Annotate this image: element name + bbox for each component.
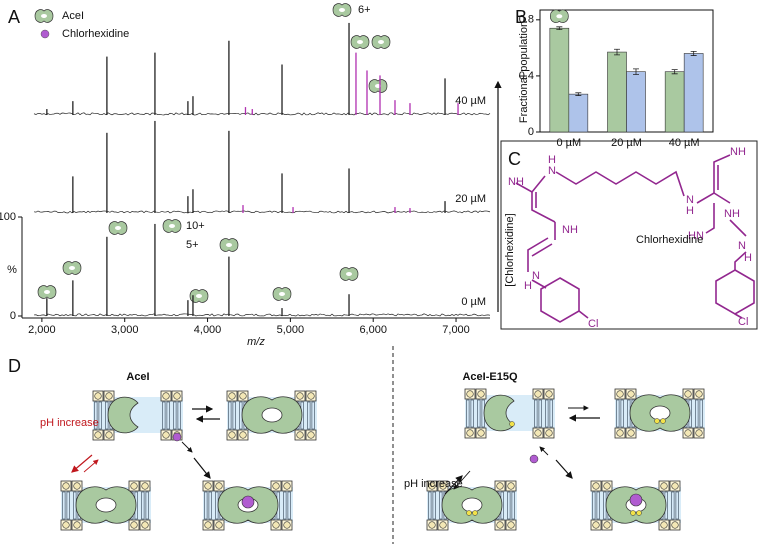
complex [465,389,555,438]
error-bar [614,48,620,56]
baseline-noise [33,313,491,317]
x-tick-label: 6,000 [359,324,387,336]
icon [108,221,128,235]
error-bar [556,26,563,31]
atom: N [686,194,694,206]
complex [203,481,293,530]
bar [568,93,589,133]
x-axis-label: m/z [247,336,265,348]
arrows [71,454,99,473]
y-tick-label: 0 [10,310,16,322]
complex [227,391,317,440]
icon [62,261,82,275]
condition-label: pH increase [404,478,463,490]
atom: N [738,240,746,252]
annotation: 6+ [358,4,371,16]
atom: N [548,165,556,177]
panel-label: C [508,149,521,169]
icon [332,3,352,17]
icon [549,9,569,24]
atom: N [532,270,540,282]
y-tick-label: 0.8 [519,14,534,26]
icon [339,267,359,281]
icon [219,238,239,252]
annotation: 5+ [186,239,199,251]
y-axis-label: % [7,264,17,276]
diagram-title: AceI [126,371,149,383]
legend-label: AceI [62,10,84,22]
molecule-name: Chlorhexidine [636,234,703,246]
error-bar [575,92,582,96]
icon [368,79,388,93]
x-tick-label: 20 µM [611,137,642,149]
x-tick-label: 2,000 [28,324,56,336]
error-bar [671,69,678,75]
ligand [529,454,539,464]
x-tick-label: 3,000 [111,324,139,336]
panel-frame [500,140,758,330]
error-bar [690,50,697,56]
icon [162,219,182,233]
atom: Cl [588,318,598,330]
bar [549,27,570,133]
atom: H [686,205,694,217]
complex [615,389,705,438]
y-axis-label: Fractional population [518,21,530,123]
panel-label: B [515,7,527,27]
atom: NH [562,224,578,236]
x-tick-label: 0 µM [556,137,581,149]
x-tick-label: 7,000 [442,324,470,336]
trace-label: 40 µM [455,95,486,107]
legend-icon [34,9,54,23]
baseline-noise [33,210,491,214]
bar [664,71,685,133]
y-tick-label: 100 [0,211,16,223]
molecule [515,154,755,323]
annotation: 10+ [186,220,205,232]
atom: Cl [738,316,748,328]
bar [626,71,646,133]
atom: H [548,154,556,166]
bar [607,51,627,133]
trace-label: 20 µM [455,193,486,205]
legend-label: Chlorhexidine [62,28,129,40]
atom: H [744,252,752,264]
diagram-title: AceI-E15Q [462,371,517,383]
bar [683,53,704,133]
icon [272,287,292,301]
complex [591,481,681,530]
panel-label: A [8,7,20,27]
atom: NH [508,176,524,188]
error-bar [633,68,639,75]
icon [371,35,391,49]
atom: HN [688,230,704,242]
y-tick-label: 0 [528,126,534,138]
condition-label: pH increase [40,417,99,429]
x-tick-label: 5,000 [277,324,305,336]
ligand [172,432,182,442]
atom: NH [724,208,740,220]
complex [427,481,517,530]
atom: NH [730,146,746,158]
x-tick-label: 4,000 [194,324,222,336]
panel-label: D [8,356,21,376]
complex [93,391,183,440]
trace-label: 0 µM [461,296,486,308]
arrows [181,405,600,495]
axis-label: [Chlorhexidine] [504,213,516,286]
icon [37,285,57,299]
baseline-noise [33,112,491,116]
atom: H [524,280,532,292]
legend-icon [40,29,50,39]
atoms: H N NH NH H N N H NH HN NH H N Cl Cl [508,146,752,330]
icon [350,35,370,49]
x-tick-label: 40 µM [669,137,700,149]
complex [61,481,151,530]
y-tick-label: 0.4 [519,70,534,82]
